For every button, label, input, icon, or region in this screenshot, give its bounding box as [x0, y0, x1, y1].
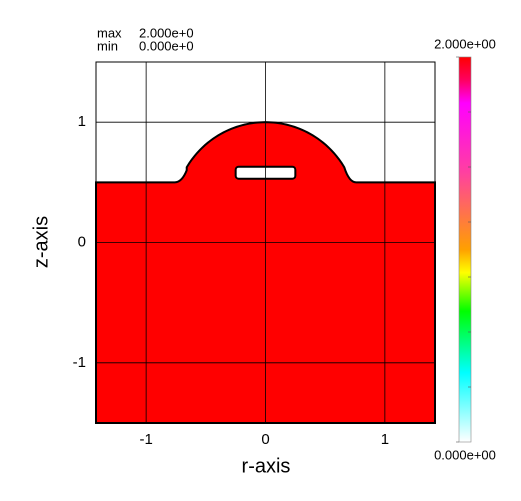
colorbar-tick-label: 2.000e+00	[434, 36, 496, 51]
y-tick-label: 0	[78, 233, 86, 250]
y-axis-label: z-axis	[30, 216, 52, 268]
min-value: 0.000e+0	[139, 38, 194, 53]
plot-frame	[95, 61, 436, 424]
max-label: max	[97, 25, 122, 40]
colorbar	[458, 56, 472, 443]
y-tick-label: 1	[78, 113, 86, 130]
x-tick-label: -1	[139, 431, 152, 448]
x-tick-label: 0	[261, 431, 269, 448]
colorbar-tick-label: 0.000e+00	[434, 447, 496, 462]
max-value: 2.000e+0	[139, 25, 194, 40]
x-tick-label: 1	[381, 431, 389, 448]
y-tick-label: -1	[73, 354, 86, 371]
min-label: min	[97, 38, 118, 53]
x-axis-label: r-axis	[242, 455, 291, 477]
